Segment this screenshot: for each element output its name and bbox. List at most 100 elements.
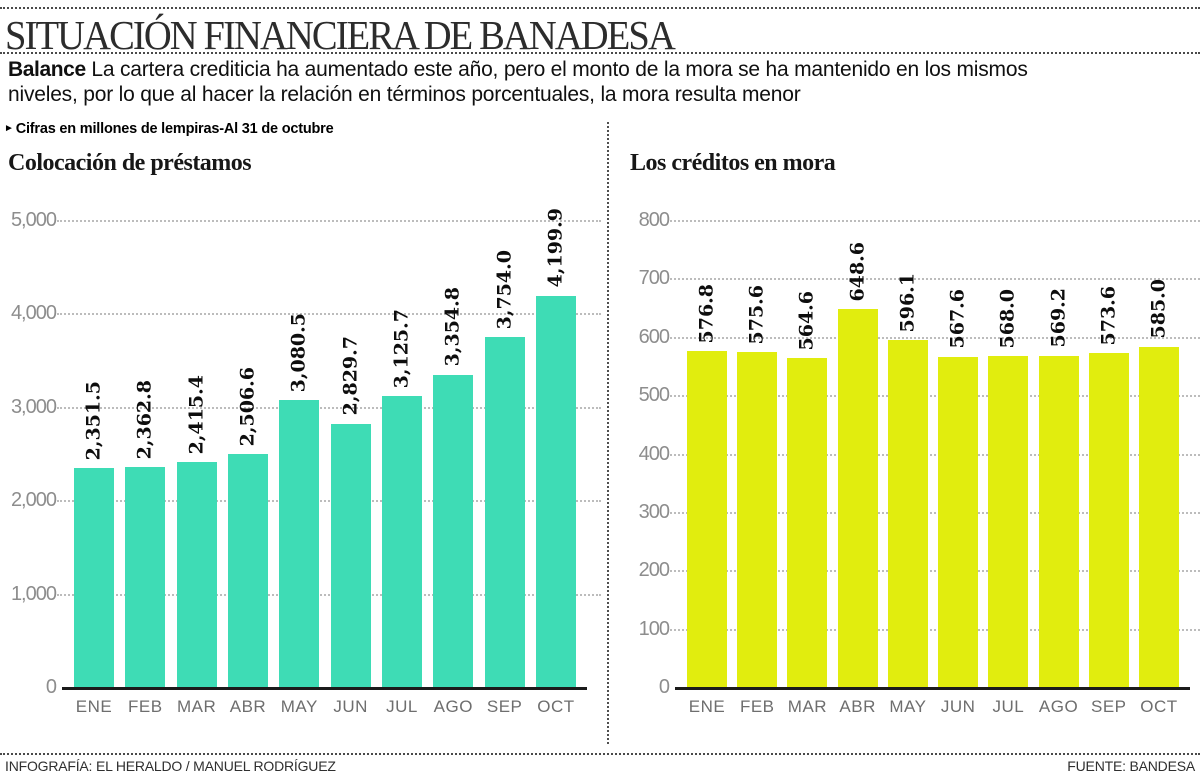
bar-group: 2,829.7 JUN bbox=[330, 221, 371, 715]
y-axis-tick-label: 400 bbox=[638, 442, 670, 465]
chart-title-arrears: Los créditos en mora bbox=[630, 150, 836, 176]
x-axis-category-label: SEP bbox=[486, 697, 523, 716]
x-axis-category-label: SEP bbox=[1090, 697, 1127, 716]
bar-value-label: 2,362.8 bbox=[133, 379, 156, 460]
bar-group: 567.6 JUN bbox=[938, 221, 979, 715]
bar-group: 573.6 SEP bbox=[1088, 221, 1129, 715]
y-axis-tick-label: 2,000 bbox=[10, 489, 57, 512]
gridline bbox=[57, 313, 601, 316]
lead-paragraph: Balance La cartera crediticia ha aumenta… bbox=[8, 58, 1093, 108]
bar-value-label: 576.8 bbox=[695, 283, 718, 344]
x-axis-category-label: JUL bbox=[992, 697, 1025, 716]
y-axis-tick-label: 700 bbox=[638, 267, 670, 290]
x-axis-category-label: JUN bbox=[940, 697, 976, 716]
page-title: SITUACIÓN FINANCIERA DE BANADESA bbox=[5, 12, 676, 58]
bar-group: 576.8 ENE bbox=[687, 221, 727, 715]
loans-chart-section: Colocación de préstamos 0 1,000 2,000 3,000… bbox=[8, 150, 601, 715]
bar-group: 648.6 ABR bbox=[837, 221, 878, 715]
y-axis-tick-label: 0 bbox=[658, 676, 670, 698]
y-axis-tick-label: 600 bbox=[638, 325, 670, 348]
y-axis-tick-label: 500 bbox=[638, 384, 670, 407]
gridline bbox=[57, 500, 601, 503]
bars-row: 576.8 ENE 575.6 FEB 564.6 MAR 648.6 ABR 596.1 MAY… bbox=[678, 221, 1188, 715]
bar-group: 568.0 JUL bbox=[988, 221, 1029, 715]
y-axis-tick-label: 5,000 bbox=[10, 209, 57, 231]
bar-group: 2,415.4 MAR bbox=[176, 221, 217, 715]
x-axis-category-label: MAR bbox=[787, 697, 828, 716]
bar-group: 596.1 MAY bbox=[887, 221, 928, 715]
bar bbox=[1038, 355, 1079, 688]
bar-value-label: 596.1 bbox=[896, 272, 919, 333]
bar-group: 3,080.5 MAY bbox=[279, 221, 320, 715]
bar-group: 2,506.6 ABR bbox=[227, 221, 268, 715]
x-axis-category-label: AGO bbox=[433, 697, 473, 716]
bar-value-label: 2,351.5 bbox=[82, 381, 105, 461]
bar-group: 585.0 OCT bbox=[1138, 221, 1179, 715]
x-axis-category-label: MAR bbox=[177, 697, 217, 716]
bar bbox=[988, 356, 1029, 688]
gridline bbox=[57, 593, 601, 596]
gridline bbox=[57, 406, 601, 409]
gridline bbox=[670, 336, 1200, 339]
x-axis-baseline bbox=[675, 687, 1190, 690]
y-axis-tick-label: 200 bbox=[638, 559, 670, 582]
gridline bbox=[670, 395, 1200, 398]
gridline bbox=[670, 453, 1200, 456]
bar-group: 3,125.7 JUL bbox=[381, 221, 422, 715]
vertical-dotted-divider bbox=[607, 122, 609, 744]
gridline bbox=[57, 220, 601, 222]
y-axis-tick-label: 100 bbox=[638, 617, 670, 640]
bar bbox=[433, 374, 474, 688]
bar-value-label: 648.6 bbox=[846, 241, 869, 302]
bar-group: 4,199.9 OCT bbox=[535, 208, 576, 715]
gridline bbox=[670, 220, 1200, 222]
bar-value-label: 3,354.8 bbox=[441, 287, 464, 367]
y-axis-tick-label: 1,000 bbox=[10, 582, 57, 605]
chart-title-loans: Colocación de préstamos bbox=[8, 150, 252, 176]
bar bbox=[535, 295, 576, 688]
bar-value-label: 3,125.7 bbox=[390, 308, 413, 389]
bar-value-label: 2,506.6 bbox=[236, 366, 259, 446]
bar-value-label: 575.6 bbox=[745, 284, 768, 345]
bar bbox=[484, 337, 525, 688]
y-axis-tick-label: 3,000 bbox=[10, 395, 57, 418]
x-axis-category-label: ABR bbox=[229, 697, 267, 716]
bar bbox=[837, 309, 878, 688]
bar-group: 2,351.5 ENE bbox=[74, 221, 114, 715]
bar-value-label: 2,829.7 bbox=[339, 336, 362, 416]
bar-group: 569.2 AGO bbox=[1038, 221, 1079, 715]
bar-value-label: 569.2 bbox=[1047, 288, 1070, 348]
title-dotted-rule bbox=[0, 52, 1200, 54]
bar bbox=[330, 423, 371, 688]
x-axis-category-label: FEB bbox=[128, 697, 163, 716]
bar bbox=[74, 468, 114, 688]
gridline bbox=[670, 278, 1200, 281]
gridline bbox=[670, 570, 1200, 573]
lead-text: La cartera crediticia ha aumentado este … bbox=[8, 58, 1028, 106]
footer-dotted-rule bbox=[0, 753, 1200, 755]
bar-value-label: 585.0 bbox=[1147, 279, 1170, 339]
bar bbox=[687, 351, 727, 688]
arrears-chart-plot: 0 100 200 300 400 500 600 700 800 576.8 ENE 575.6 FE… bbox=[639, 210, 1200, 715]
bar-group: 575.6 FEB bbox=[737, 221, 778, 715]
units-note: ► Cifras en millones de lempiras-Al 31 d… bbox=[4, 121, 334, 137]
bar bbox=[279, 400, 320, 688]
bar-group: 564.6 MAR bbox=[787, 221, 828, 715]
units-note-text: Cifras en millones de lempiras-Al 31 de … bbox=[15, 121, 334, 137]
y-axis-tick-label: 0 bbox=[45, 676, 57, 698]
footer-source: FUENTE: BANDESA bbox=[1067, 758, 1195, 774]
x-axis-category-label: MAY bbox=[889, 697, 927, 716]
x-axis-category-label: OCT bbox=[1140, 697, 1178, 716]
y-axis-tick-label: 300 bbox=[638, 500, 670, 523]
bar-value-label: 2,415.4 bbox=[185, 375, 208, 455]
bar bbox=[125, 467, 166, 688]
bar-group: 3,354.8 AGO bbox=[433, 221, 474, 715]
x-axis-category-label: ENE bbox=[688, 697, 726, 716]
bullet-arrow-icon: ► bbox=[4, 123, 14, 134]
bars-row: 2,351.5 ENE 2,362.8 FEB 2,415.4 MAR 2,506.6 ABR… bbox=[65, 208, 585, 715]
bar-value-label: 568.0 bbox=[996, 288, 1019, 349]
bar-value-label: 567.6 bbox=[946, 289, 969, 349]
bar bbox=[1088, 353, 1129, 688]
footer-credit: INFOGRAFÍA: EL HERALDO / MANUEL RODRÍGUE… bbox=[5, 758, 336, 774]
